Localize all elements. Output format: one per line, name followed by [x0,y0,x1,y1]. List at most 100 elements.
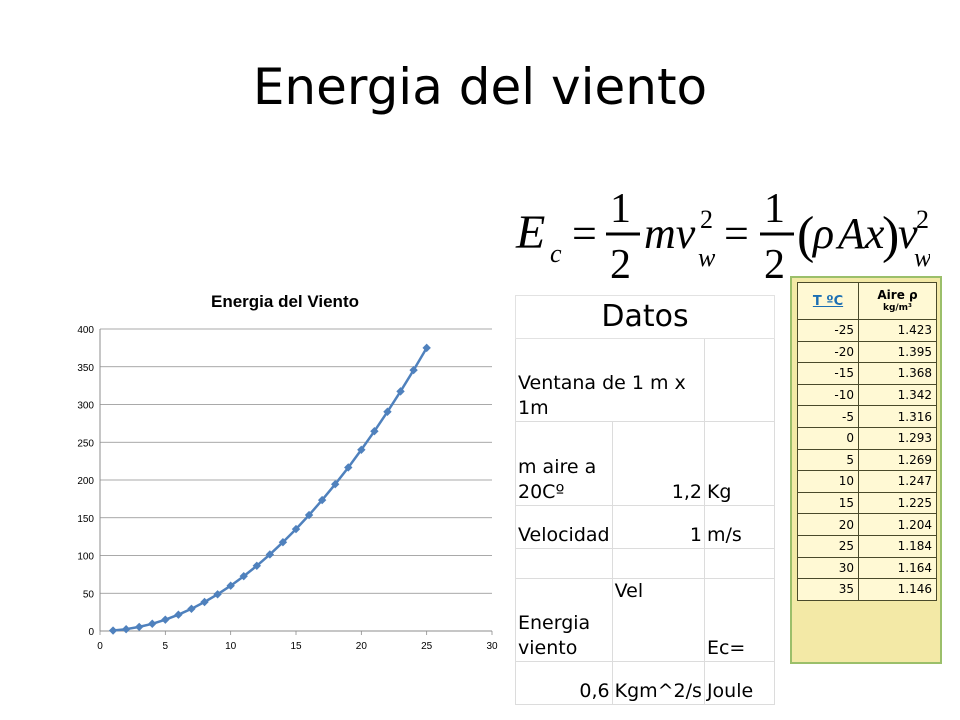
data-point [161,615,169,623]
datos-cell: 0,6 [516,662,613,705]
y-tick-label: 400 [77,325,94,336]
data-point [122,625,130,633]
x-tick-label: 10 [225,641,237,652]
density-temp-cell: -25 [798,320,859,342]
density-row: -251.423 [798,320,937,342]
y-tick-label: 300 [77,401,94,412]
datos-cell [516,548,613,578]
formula-paren-close: ) [882,207,899,264]
datos-cell: Ec= [704,578,774,662]
density-value-cell: 1.395 [859,341,937,363]
formula-half-num-2: 1 [764,186,785,232]
density-value-cell: 1.164 [859,557,937,579]
density-value-cell: 1.423 [859,320,937,342]
datos-cell: Kgm^2/s [612,662,704,705]
density-row: -101.342 [798,384,937,406]
density-row: 201.204 [798,514,937,536]
density-value-cell: 1.316 [859,406,937,428]
density-value-cell: 1.368 [859,363,937,385]
formula-rho: ρ [811,209,834,258]
data-point [109,626,117,634]
formula-v-sup-2: 2 [916,205,929,234]
density-header-temp: T ºC [798,283,859,320]
chart-axes [100,329,492,635]
formula-ax: Ax [835,209,885,258]
x-tick-label: 25 [421,641,433,652]
density-value-cell: 1.146 [859,579,937,601]
density-row: 01.293 [798,427,937,449]
x-tick-label: 0 [97,641,103,652]
data-point [174,610,182,618]
data-point [148,620,156,628]
formula-half-den-2: 2 [764,242,785,285]
formula-v-sub-2: w [914,243,930,272]
formula-v-sup-1: 2 [700,205,713,234]
datos-cell: Kg [704,422,774,506]
density-temp-cell: 25 [798,535,859,557]
kinetic-energy-formula: E c = 1 2 mv 2 w = 1 2 ( ρ Ax ) v 2 w [510,180,930,285]
density-temp-cell: -20 [798,341,859,363]
density-temp-cell: 35 [798,579,859,601]
datos-header: Datos [516,296,775,339]
datos-cell [612,548,704,578]
formula-half-den-1: 2 [610,242,631,285]
y-tick-label: 200 [77,476,94,487]
density-row: -151.368 [798,363,937,385]
density-temp-cell: -10 [798,384,859,406]
datos-cell: Vel [612,578,704,662]
density-value-cell: 1.247 [859,471,937,493]
density-row: -51.316 [798,406,937,428]
formula-eq1: = [572,209,597,258]
series-line [113,348,427,631]
datos-cell: Velocidad [516,506,613,549]
density-row: 51.269 [798,449,937,471]
density-temp-cell: -5 [798,406,859,428]
datos-cell: m aire a 20Cº [516,422,613,506]
chart-title: Energia del Viento [211,292,359,311]
formula-v-sub-1: w [698,243,716,272]
density-value-cell: 1.269 [859,449,937,471]
density-temp-cell: 0 [798,427,859,449]
density-row: 301.164 [798,557,937,579]
formula-half-num-1: 1 [610,186,631,232]
density-temp-cell: 15 [798,492,859,514]
data-point [187,605,195,613]
density-row: -201.395 [798,341,937,363]
density-value-cell: 1.184 [859,535,937,557]
density-temp-cell: 10 [798,471,859,493]
chart-tick-labels: 050100150200250300350400051015202530 [77,325,498,652]
chart-grid [100,329,492,631]
density-row: 351.146 [798,579,937,601]
formula-e: E [515,206,545,259]
datos-cell [704,338,774,422]
data-point [135,623,143,631]
formula-paren-open: ( [797,207,814,264]
slide-title: Energia del viento [0,58,960,116]
density-temp-cell: 5 [798,449,859,471]
density-row: 151.225 [798,492,937,514]
datos-cell: m/s [704,506,774,549]
datos-table: Datos Ventana de 1 m x 1m m aire a 20Cº … [515,295,775,705]
formula-eq2: = [724,209,749,258]
density-value-cell: 1.293 [859,427,937,449]
y-tick-label: 350 [77,363,94,374]
y-tick-label: 250 [77,438,94,449]
datos-cell: Joule [704,662,774,705]
density-temp-cell: 20 [798,514,859,536]
y-tick-label: 50 [83,589,95,600]
datos-cell: Ventana de 1 m x 1m [516,338,705,422]
energy-chart: Energia del Viento 050100150200250300350… [55,285,505,665]
datos-cell: 1,2 [612,422,704,506]
datos-cell [704,548,774,578]
datos-cell: Energia viento [516,578,613,662]
x-tick-label: 20 [356,641,368,652]
y-tick-label: 0 [88,627,94,638]
y-tick-label: 100 [77,552,94,563]
density-value-cell: 1.204 [859,514,937,536]
x-tick-label: 30 [486,641,498,652]
density-temp-cell: -15 [798,363,859,385]
y-tick-label: 150 [77,514,94,525]
formula-e-sub: c [550,239,562,268]
density-temp-cell: 30 [798,557,859,579]
density-value-cell: 1.342 [859,384,937,406]
